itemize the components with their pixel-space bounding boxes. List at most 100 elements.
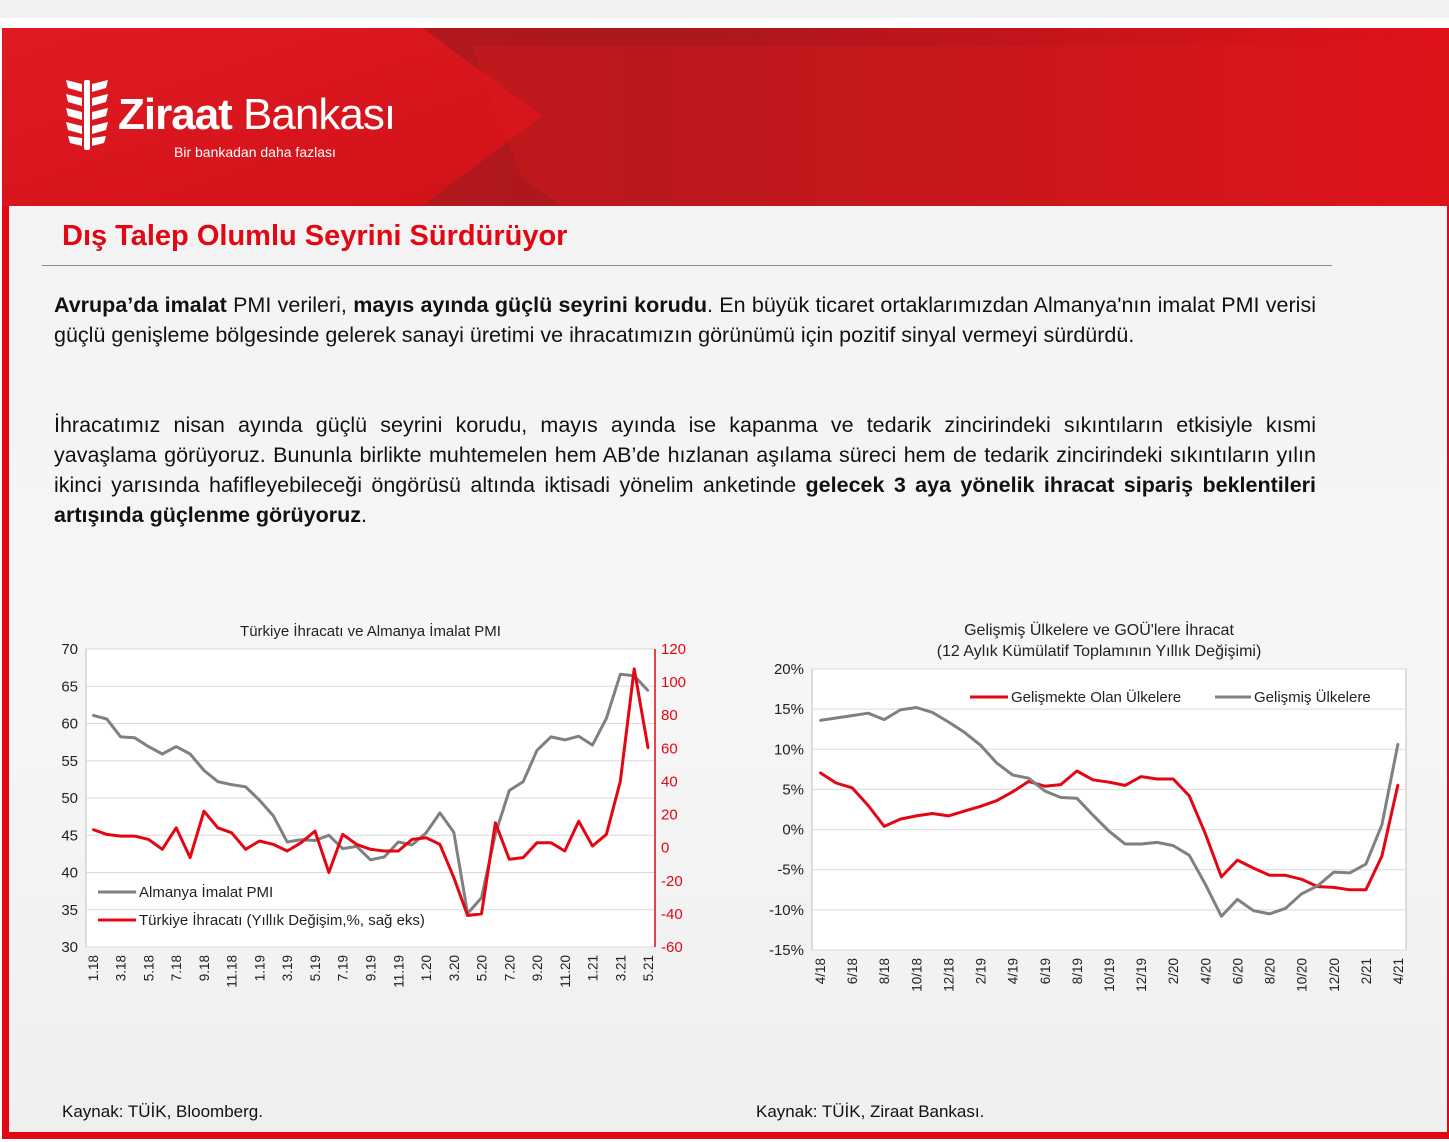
data-point bbox=[577, 820, 580, 823]
x-tick-label: 7.19 bbox=[336, 955, 351, 981]
data-point bbox=[1397, 742, 1399, 745]
x-tick-label: 4/21 bbox=[1391, 958, 1406, 984]
data-point bbox=[1091, 814, 1094, 817]
data-point bbox=[438, 843, 441, 846]
y-tick-label: 65 bbox=[61, 678, 78, 695]
data-point bbox=[633, 667, 636, 670]
paragraph-2: İhracatımız nisan ayında güçlü seyrini k… bbox=[54, 410, 1316, 530]
y2-tick-label: 120 bbox=[661, 641, 686, 658]
data-point bbox=[591, 845, 594, 847]
data-point bbox=[577, 735, 580, 738]
data-point bbox=[411, 838, 414, 841]
data-point bbox=[452, 831, 455, 834]
data-point bbox=[383, 850, 386, 852]
data-point bbox=[355, 843, 358, 846]
data-point bbox=[1188, 794, 1191, 797]
data-point bbox=[1059, 796, 1062, 799]
y-tick-label: -10% bbox=[769, 902, 804, 919]
data-point bbox=[1268, 874, 1271, 877]
data-point bbox=[91, 714, 94, 717]
data-point bbox=[272, 814, 275, 817]
data-point bbox=[341, 847, 344, 850]
data-point bbox=[1108, 830, 1110, 833]
y2-tick-label: 20 bbox=[661, 807, 678, 824]
data-point bbox=[1380, 823, 1383, 826]
x-tick-label: 3.18 bbox=[114, 955, 129, 981]
data-point bbox=[203, 769, 205, 772]
x-tick-label: 8/19 bbox=[1070, 958, 1085, 984]
plot-area bbox=[811, 668, 1407, 951]
data-point bbox=[300, 841, 303, 844]
x-tick-label: 4/19 bbox=[1006, 958, 1021, 984]
top-strip bbox=[0, 0, 1449, 18]
data-point bbox=[369, 858, 372, 861]
data-point bbox=[216, 780, 219, 783]
data-point bbox=[105, 833, 108, 836]
data-point bbox=[244, 785, 247, 788]
legend-label: Almanya İmalat PMI bbox=[139, 883, 273, 901]
x-tick-label: 10/19 bbox=[1102, 958, 1117, 992]
data-point bbox=[216, 826, 219, 829]
data-point bbox=[915, 814, 918, 817]
data-point bbox=[563, 738, 566, 741]
data-point bbox=[851, 714, 854, 717]
source-right: Kaynak: TÜİK, Ziraat Bankası. bbox=[756, 1102, 985, 1121]
legend-label: Gelişmiş Ülkelere bbox=[1254, 688, 1371, 706]
y-tick-label: 15% bbox=[774, 701, 804, 718]
data-point bbox=[1043, 785, 1046, 788]
x-tick-label: 3.21 bbox=[613, 955, 628, 981]
data-point bbox=[508, 858, 511, 861]
data-point bbox=[647, 689, 650, 692]
data-point bbox=[1252, 909, 1255, 912]
y-tick-label: -15% bbox=[769, 942, 804, 959]
data-point bbox=[883, 825, 886, 828]
data-point bbox=[1091, 778, 1094, 781]
x-tick-label: 8/18 bbox=[877, 958, 892, 984]
data-point bbox=[1156, 841, 1159, 844]
x-tick-label: 7.20 bbox=[502, 955, 517, 981]
data-point bbox=[1220, 875, 1223, 878]
title-divider bbox=[42, 265, 1332, 266]
data-point bbox=[819, 771, 821, 774]
data-point bbox=[1156, 778, 1159, 780]
data-point bbox=[1364, 888, 1367, 891]
x-tick-label: 9.18 bbox=[197, 955, 212, 981]
data-point bbox=[258, 840, 261, 842]
y-tick-label: 60 bbox=[61, 716, 78, 733]
source-left: Kaynak: TÜİK, Bloomberg. bbox=[62, 1102, 263, 1121]
data-point bbox=[272, 843, 275, 846]
data-point bbox=[522, 780, 525, 783]
y2-tick-label: 60 bbox=[661, 740, 678, 757]
data-point bbox=[258, 799, 261, 802]
x-tick-label: 1.18 bbox=[86, 955, 101, 981]
data-point bbox=[1075, 770, 1078, 772]
data-point bbox=[979, 805, 982, 808]
y-tick-label: 20% bbox=[774, 661, 804, 678]
data-point bbox=[480, 912, 483, 915]
data-point bbox=[480, 896, 483, 899]
data-point bbox=[189, 753, 192, 755]
text-segment: Avrupa’da imalat bbox=[54, 293, 227, 317]
x-tick-label: 1.21 bbox=[586, 955, 601, 981]
chart-subtitle: (12 Aylık Kümülatif Toplamının Yıllık De… bbox=[937, 643, 1262, 660]
data-point bbox=[1204, 883, 1207, 886]
data-point bbox=[425, 832, 427, 834]
x-tick-label: 2/19 bbox=[974, 958, 989, 984]
x-tick-label: 4/20 bbox=[1198, 958, 1213, 984]
x-tick-label: 11.19 bbox=[391, 955, 406, 988]
x-tick-label: 9.20 bbox=[530, 955, 545, 981]
data-point bbox=[147, 745, 150, 748]
x-tick-label: 12/19 bbox=[1134, 958, 1149, 992]
y-tick-label: 35 bbox=[61, 902, 78, 919]
y2-tick-label: 80 bbox=[661, 707, 678, 724]
brand-logo: Ziraat Bankası Bir bankadan daha fazlası bbox=[62, 72, 482, 172]
data-point bbox=[899, 818, 902, 821]
x-tick-label: 11.20 bbox=[558, 955, 573, 988]
data-point bbox=[619, 780, 622, 783]
data-point bbox=[1188, 854, 1191, 857]
data-point bbox=[1124, 843, 1127, 845]
data-point bbox=[563, 850, 566, 852]
x-tick-label: 6/19 bbox=[1038, 958, 1053, 984]
data-point bbox=[1124, 784, 1127, 787]
y-tick-label: 50 bbox=[61, 790, 78, 807]
